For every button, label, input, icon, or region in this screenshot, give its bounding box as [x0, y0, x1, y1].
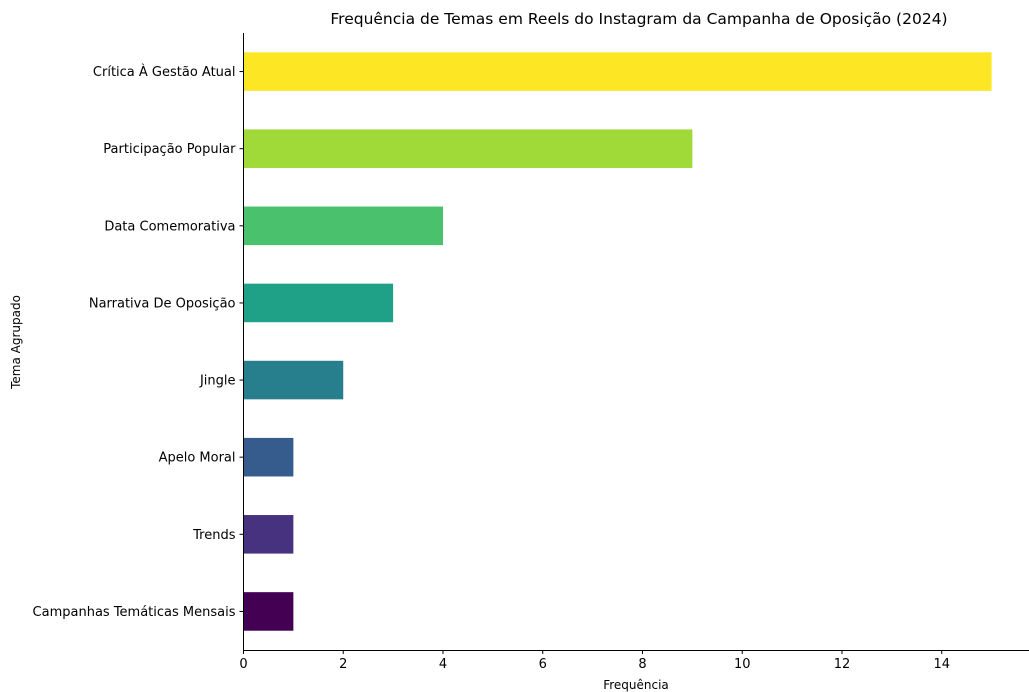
x-tick-label: 2 [339, 657, 347, 672]
y-axis-title: Tema Agrupado [9, 295, 23, 390]
x-tick-label: 10 [734, 657, 751, 672]
bar [243, 437, 294, 477]
bar [243, 206, 443, 246]
y-tick-label: Participação Popular [103, 142, 236, 157]
x-tick-label: 12 [834, 657, 851, 672]
y-tick-label: Crítica À Gestão Atual [93, 64, 236, 80]
bars-layer [243, 52, 992, 631]
y-ticks-layer: Crítica À Gestão Atual Participação Popul… [33, 64, 244, 620]
axes-layer [243, 33, 1029, 651]
bar [243, 129, 693, 168]
x-axis-title: Frequência [603, 678, 669, 692]
x-ticks-layer: 0 2 4 6 8 10 12 14 [239, 650, 950, 672]
bar [243, 360, 344, 400]
x-tick-label: 8 [638, 657, 646, 672]
x-tick-label: 0 [239, 657, 247, 672]
x-tick-label: 6 [539, 657, 547, 672]
chart-title: Frequência de Temas em Reels do Instagra… [330, 10, 947, 28]
y-tick-label: Data Comemorativa [104, 219, 235, 234]
bar [243, 592, 294, 631]
x-tick-label: 4 [439, 657, 447, 672]
y-tick-label: Apelo Moral [159, 451, 236, 466]
bar [243, 515, 294, 554]
y-tick-label: Narrativa De Oposição [89, 296, 236, 311]
bar [243, 283, 394, 323]
y-tick-label: Jingle [199, 374, 236, 389]
bar [243, 52, 992, 91]
y-tick-label: Trends [192, 528, 236, 543]
y-tick-label: Campanhas Temáticas Mensais [33, 605, 236, 620]
x-tick-label: 14 [933, 657, 950, 672]
